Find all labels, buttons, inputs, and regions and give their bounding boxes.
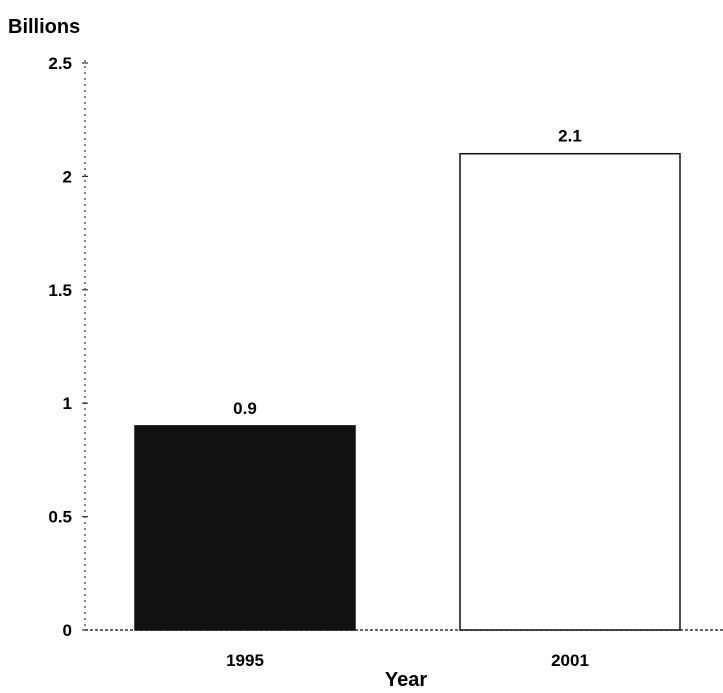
y-tick-label: 0 [63, 621, 72, 640]
x-axis-label: Year [385, 669, 427, 691]
x-ticks: 1995 2001 [226, 651, 589, 670]
bar-1995 [134, 425, 356, 631]
bar-2001 [459, 152, 681, 631]
data-label-2001: 2.1 [558, 127, 582, 146]
data-label-1995: 0.9 [233, 399, 257, 418]
y-tick-label: 0.5 [48, 508, 72, 527]
y-tick-label: 2 [63, 167, 72, 186]
y-tick-label: 2.5 [48, 54, 72, 73]
bars [134, 152, 681, 631]
y-axis-label: Billions [8, 16, 80, 38]
y-tick-label: 1 [63, 394, 72, 413]
x-tick-label-1995: 1995 [226, 651, 264, 670]
x-tick-label-2001: 2001 [551, 651, 589, 670]
y-ticks: 0 0.5 1 1.5 2 2.5 [48, 54, 88, 640]
y-tick-label: 1.5 [48, 281, 72, 300]
data-labels: 0.9 2.1 [233, 127, 582, 418]
